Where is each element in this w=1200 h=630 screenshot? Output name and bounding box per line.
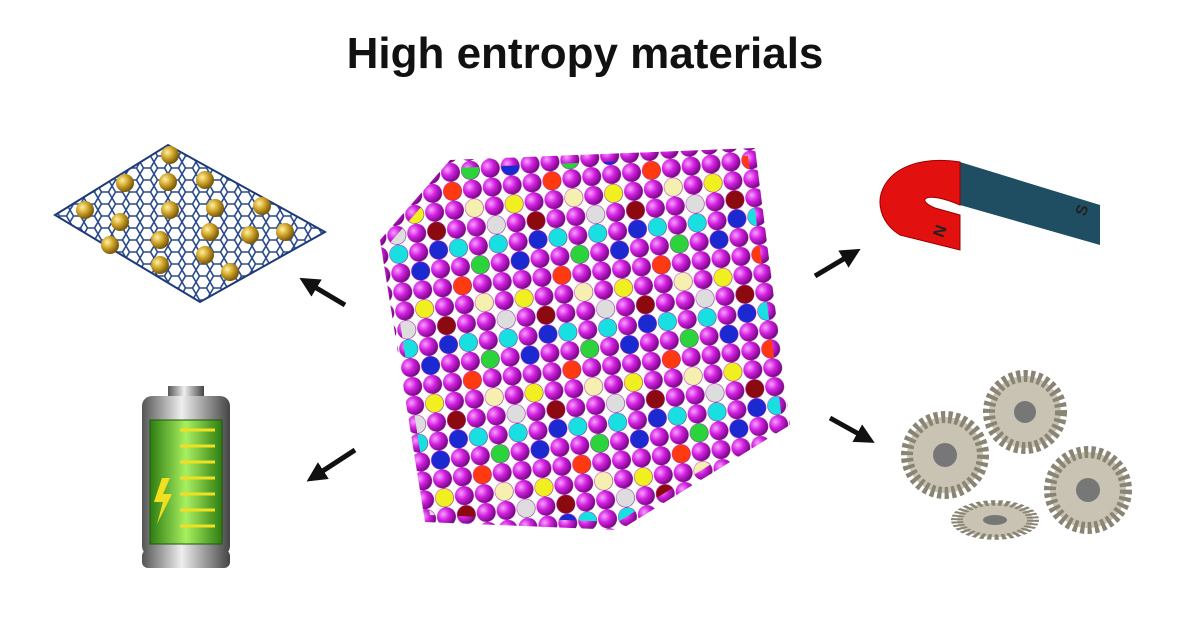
arrow — [813, 248, 861, 279]
level-lines — [180, 428, 215, 528]
north-label: N — [931, 223, 951, 240]
atom-cube — [380, 148, 790, 530]
gold-atoms — [76, 146, 294, 281]
magnet: N S — [879, 159, 1100, 251]
battery-charge — [149, 419, 223, 545]
magnet-south — [960, 162, 1100, 245]
battery — [142, 386, 230, 568]
title: High entropy materials — [347, 29, 824, 78]
battery-base — [142, 550, 230, 568]
arrow — [306, 447, 357, 482]
gear-hubs — [933, 401, 1100, 525]
bolt — [154, 478, 172, 524]
gears — [901, 370, 1132, 540]
arrow — [299, 277, 347, 308]
magnet-north — [879, 159, 961, 251]
cube-mixed — [388, 156, 782, 522]
arrow — [828, 415, 875, 443]
graphene-sheet — [53, 143, 328, 304]
